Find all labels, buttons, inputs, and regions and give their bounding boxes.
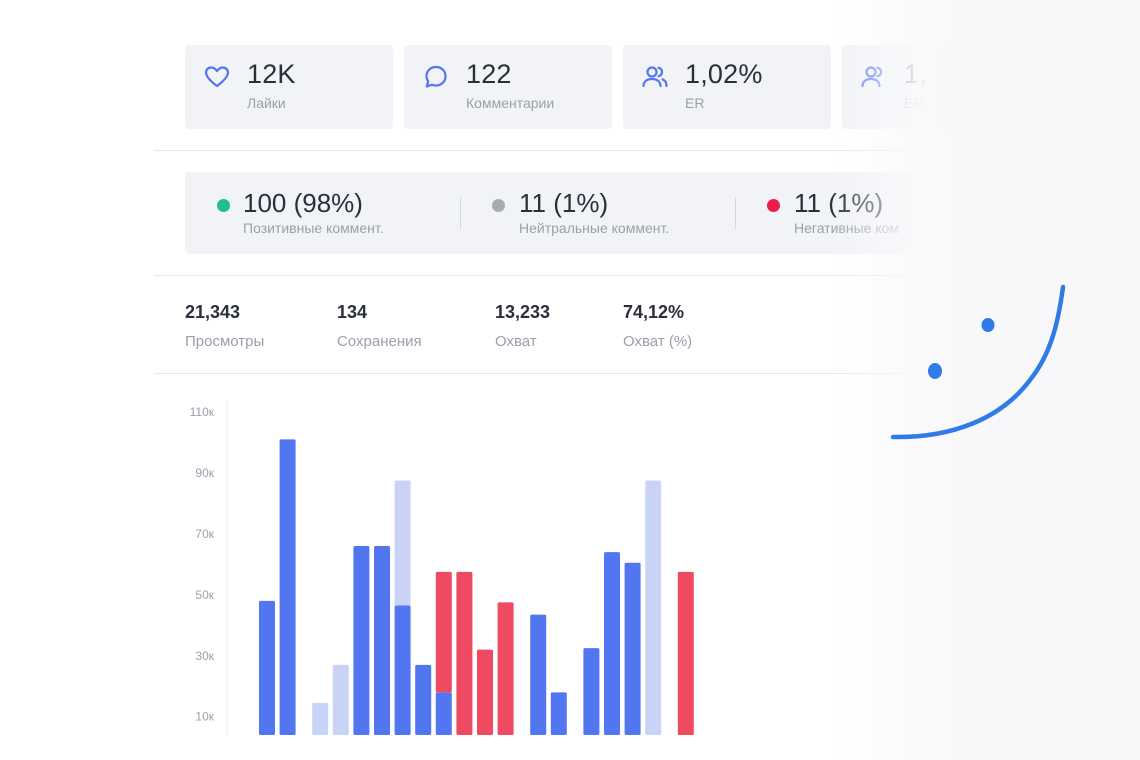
y-tick-label: 90к bbox=[195, 466, 214, 480]
er-value: 1,02% bbox=[685, 59, 763, 89]
reach-percent-value: 74,12% bbox=[623, 302, 685, 322]
views-value: 21,343 bbox=[185, 302, 241, 322]
er-card: 1,02% ER bbox=[623, 45, 831, 129]
chart-bar bbox=[415, 664, 432, 735]
saves-label: Сохранения bbox=[337, 333, 422, 350]
likes-value: 12K bbox=[247, 59, 296, 89]
heart-icon bbox=[204, 66, 230, 88]
smiley-icon bbox=[890, 284, 1066, 440]
chart-bar bbox=[332, 664, 349, 735]
comments-label: Комментарии bbox=[466, 95, 555, 111]
chart-bar bbox=[477, 649, 493, 735]
metric-reach-percent: 74,12% Охват (%) bbox=[623, 302, 692, 350]
sentiment-separator bbox=[735, 197, 736, 229]
y-tick-label: 30к bbox=[195, 649, 214, 663]
neutral-label: Нейтральные коммент. bbox=[519, 220, 670, 236]
comment-icon bbox=[425, 65, 447, 88]
bar-chart: 110к 90к 70к 50к 30к 10к bbox=[190, 400, 694, 735]
chart-bar bbox=[435, 571, 452, 693]
chart-bar bbox=[312, 702, 329, 735]
sentiment-panel: 100 (98%) Позитивные коммент. 11 (1%) Не… bbox=[185, 172, 925, 254]
chart-bar bbox=[374, 546, 390, 735]
sentiment-separator bbox=[460, 197, 461, 229]
chart-bar bbox=[259, 600, 275, 735]
metric-reach: 13,233 Охват bbox=[495, 302, 550, 350]
y-tick-label: 110к bbox=[190, 405, 215, 419]
chart-bar bbox=[394, 605, 411, 735]
views-label: Просмотры bbox=[185, 333, 265, 350]
users-icon bbox=[642, 66, 668, 88]
chart-bar bbox=[677, 571, 694, 735]
y-tick-label: 70к bbox=[195, 527, 214, 541]
likes-label: Лайки bbox=[247, 95, 286, 111]
positive-value: 100 (98%) bbox=[243, 188, 363, 218]
er-card-2: 1, ER bbox=[842, 45, 1050, 129]
er-value-2: 1, bbox=[904, 59, 927, 89]
negative-label: Негативные ком bbox=[794, 220, 900, 236]
positive-dot bbox=[217, 199, 230, 212]
chart-bar bbox=[497, 602, 514, 735]
positive-label: Позитивные коммент. bbox=[243, 220, 384, 236]
negative-dot bbox=[767, 199, 780, 212]
comments-card: 122 Комментарии bbox=[404, 45, 612, 129]
neutral-dot bbox=[492, 199, 505, 212]
metric-saves: 134 Сохранения bbox=[337, 302, 422, 350]
chart-bar bbox=[353, 546, 370, 735]
chart-bar bbox=[604, 552, 620, 735]
chart-bar bbox=[624, 562, 641, 735]
divider-top bbox=[154, 150, 914, 151]
divider-middle bbox=[154, 275, 914, 276]
y-tick-label: 50к bbox=[195, 588, 214, 602]
likes-card: 12K Лайки bbox=[185, 45, 393, 129]
chart-bar bbox=[435, 692, 452, 735]
metric-views: 21,343 Просмотры bbox=[185, 302, 264, 350]
divider-bottom bbox=[154, 373, 914, 374]
y-tick-label: 10к bbox=[195, 710, 214, 724]
negative-value: 11 (1%) bbox=[794, 188, 884, 218]
chart-bar bbox=[394, 480, 411, 606]
bars bbox=[259, 439, 694, 735]
reach-value: 13,233 bbox=[495, 302, 551, 322]
chart-bar bbox=[279, 439, 296, 735]
chart-bar bbox=[583, 648, 600, 735]
reach-label: Охват bbox=[495, 333, 537, 350]
users-icon bbox=[861, 66, 883, 88]
er-label-2: ER bbox=[904, 95, 924, 111]
neutral-value: 11 (1%) bbox=[519, 188, 609, 218]
reach-percent-label: Охват (%) bbox=[623, 333, 693, 350]
y-axis-ticks: 110к 90к 70к 50к 30к 10к bbox=[190, 405, 215, 724]
er-label: ER bbox=[685, 95, 705, 111]
comments-value: 122 bbox=[466, 59, 512, 89]
chart-bar bbox=[645, 480, 662, 735]
chart-bar bbox=[456, 571, 473, 735]
chart-bar bbox=[530, 614, 547, 735]
chart-bar bbox=[550, 692, 567, 735]
saves-value: 134 bbox=[337, 302, 368, 322]
